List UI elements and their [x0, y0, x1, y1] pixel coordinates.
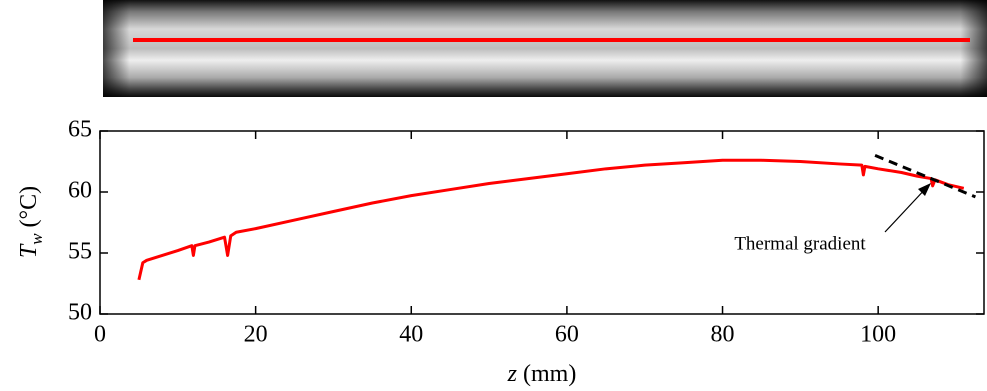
tube-image	[103, 0, 987, 97]
y-tick-label: 50	[68, 300, 92, 326]
y-tick-label: 65	[68, 117, 92, 143]
y-label-unit: (°C)	[16, 186, 42, 228]
annotation-arrowhead	[918, 183, 931, 196]
gradient-line	[874, 154, 977, 199]
x-label-unit: (mm)	[523, 361, 576, 387]
x-tick-label: 0	[94, 322, 106, 348]
y-label-symbol: T	[16, 243, 42, 258]
x-axis-label: z (mm)	[507, 361, 577, 387]
data-line	[137, 158, 965, 281]
tube-shading	[103, 0, 987, 97]
y-tick-label: 60	[68, 178, 92, 204]
x-tick-label: 60	[555, 322, 579, 348]
annotation-arrow	[884, 185, 929, 233]
x-tick-label: 20	[244, 322, 268, 348]
x-tick-label: 100	[860, 322, 896, 348]
plot: 0 20 40 60 80 100 50 55 60 65 Thermal gradient	[68, 117, 985, 348]
y-label-subscript: w	[27, 233, 46, 245]
x-tick-label: 80	[711, 322, 735, 348]
x-tick-label: 40	[399, 322, 423, 348]
x-label-symbol: z	[507, 361, 518, 387]
axes-box	[99, 130, 985, 315]
y-axis-label: Tw (°C)	[16, 186, 46, 258]
annotation: Thermal gradient	[734, 233, 866, 254]
y-tick-label: 55	[68, 239, 92, 265]
